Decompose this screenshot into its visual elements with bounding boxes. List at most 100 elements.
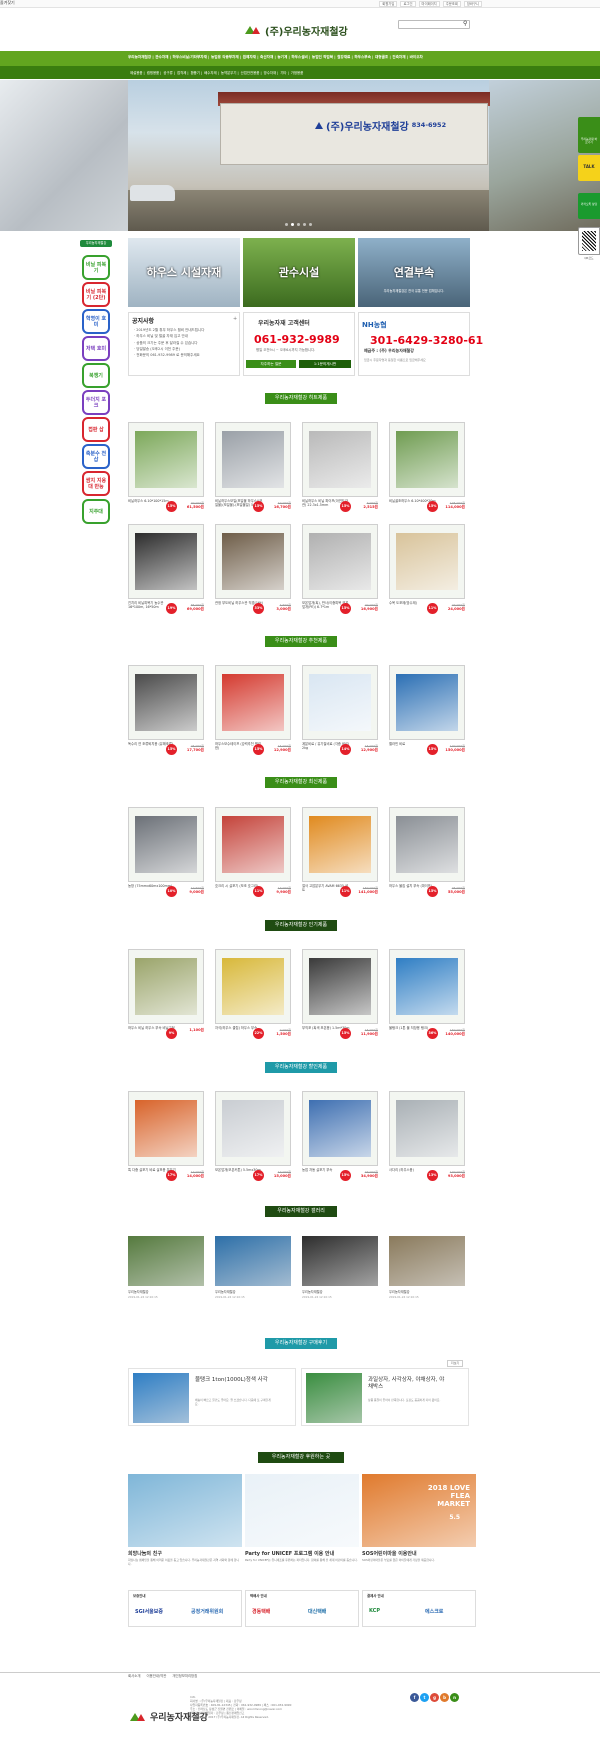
notice-item[interactable]: · 하우스 비닐 및 철골 자재 입고 안내 [134, 334, 188, 339]
social-icon[interactable]: b [440, 1693, 449, 1702]
product-image[interactable] [215, 807, 291, 882]
partner-logo[interactable]: SGI서울보증 [135, 1608, 163, 1615]
sponsor-image[interactable] [245, 1474, 359, 1547]
footer-nav-link[interactable]: 개인정보처리방침 [172, 1674, 198, 1678]
notice-item[interactable]: · 전화문의 061-932-9989 로 문의해주세요 [134, 353, 200, 358]
product-card[interactable]: 독수리 연 조류퇴치용 (유해조류) 15% 25,000원 17,700원 [128, 665, 204, 755]
product-image[interactable] [128, 807, 204, 882]
subnav-item-6[interactable]: 농약분무기 | [220, 71, 239, 75]
side-menu-item[interactable]: 비닐 피복기 [82, 255, 110, 280]
bookmark-link[interactable]: 즐겨찾기 [0, 0, 15, 5]
nav-item-5[interactable]: 축산자재 | [260, 55, 276, 59]
product-name[interactable]: 진치리 비닐피복기 농수관 16*100m, 16*50m [128, 601, 164, 610]
product-name[interactable]: 멜라민 비료 [389, 742, 406, 746]
gallery-image[interactable] [302, 1236, 378, 1286]
nav-item-6[interactable]: 농기계 | [277, 55, 290, 59]
nav-item-9[interactable]: 철강재료 | [337, 55, 353, 59]
gallery-caption[interactable]: 우리농자재철강 [128, 1290, 149, 1294]
subnav-item-2[interactable]: 공구류 | [163, 71, 175, 75]
right-quick-link[interactable] [578, 117, 600, 153]
gallery-caption[interactable]: 우리농자재철강 [215, 1290, 236, 1294]
product-image[interactable] [128, 422, 204, 497]
sponsor-card[interactable]: 희망나눔의 친구 희망나눔 캠페인을 통해 어려운 이웃을 돕고 있습니다. 우리… [128, 1474, 242, 1566]
nav-item-13[interactable]: 바이오차 [409, 55, 423, 59]
product-image[interactable] [302, 422, 378, 497]
product-name[interactable]: 하우스 비닐 하우스 부속 비닐고정 [128, 1026, 175, 1030]
product-card[interactable]: 비닐골조하우스 6.10*400*20m 15% 195,000원 114,000원 [389, 422, 465, 512]
notice-item[interactable]: · 2019년도 2월 휴무 하우스 휠비 안내드립니다 [134, 328, 205, 332]
faq-button[interactable]: 자주하는 질문 [246, 360, 296, 368]
footer-logo[interactable]: 우리농자재철강 [130, 1710, 208, 1723]
slider-dot[interactable] [297, 223, 300, 226]
product-name[interactable]: 비닐하우스 비닐 파이프(아연도강관) 22.3x1.5mm [302, 499, 348, 508]
partner-logo[interactable]: 경동택배 [252, 1608, 271, 1615]
sponsor-image[interactable]: 2018 LOVE FLEA MARKET 5.5 [362, 1474, 476, 1547]
product-image[interactable] [302, 524, 378, 599]
category-house-materials[interactable]: 하우스 시설자재 [128, 238, 240, 307]
subnav-item-3[interactable]: 접착제 | [176, 71, 189, 75]
product-card[interactable]: 비닐하우스보일(보일볼 하우스)(보일볼)(보일볼)-(보일볼일) 5m 15% 1… [215, 422, 291, 512]
product-image[interactable] [215, 665, 291, 740]
footer-nav-link[interactable]: 회사소개 [128, 1674, 141, 1678]
sponsor-caption[interactable]: 희망나눔의 친구 [128, 1551, 162, 1557]
product-name[interactable]: 관정 부도비닐 하우스관 직경(16*) [215, 601, 263, 605]
slider-dot[interactable] [303, 223, 306, 226]
side-menu-item[interactable]: 저택 호미 [82, 336, 110, 361]
side-menu-item[interactable]: 북쟁기 [82, 363, 110, 388]
product-name[interactable]: 절삭 고압분무기 AVAM 6635 세트 [302, 884, 349, 893]
slider-dot[interactable] [309, 223, 312, 226]
product-card[interactable]: 하우스보수테이프 (강력추천 편리한) 15% 15,000원 12,900원 [215, 665, 291, 755]
product-image[interactable] [215, 949, 291, 1024]
nav-item-8[interactable]: 농업인 작업복 | [311, 55, 336, 59]
product-card[interactable]: 보온덮개(보온커튼) 5.5mx30m 17% 17,000원 15,000원 [215, 1091, 291, 1181]
slider-dot[interactable] [291, 223, 294, 226]
partner-logo[interactable]: 에스크로 [425, 1608, 444, 1615]
gallery-item[interactable]: 우리농자재철강 2019-01-24 12:10:15 [389, 1236, 465, 1299]
product-image[interactable] [302, 665, 378, 740]
product-name[interactable]: 보온덮개(보온커튼) 5.5mx30m [215, 1168, 261, 1172]
subnav-item-7[interactable]: 산업안전용품 | [240, 71, 262, 75]
product-image[interactable] [215, 524, 291, 599]
product-image[interactable] [215, 1091, 291, 1166]
product-card[interactable]: 보온덮개(흑), 반사(이중피복 보온덮개(PE)) 6.7*1m 15% 20,0… [302, 524, 378, 614]
nav-item-12[interactable]: 건축자재 | [392, 55, 409, 59]
partner-logo[interactable]: KCP [369, 1608, 380, 1614]
review-title[interactable]: 과일상자, 사각상자, 야채상자, 야채박스 [368, 1377, 445, 1390]
product-card[interactable]: 비닐하우스 비닐 파이프(아연도강관) 22.3x1.5mm 15% 3,000원 2… [302, 422, 378, 512]
product-image[interactable] [389, 665, 465, 740]
qna-button[interactable]: 1:1문의게시판 [299, 360, 351, 368]
nav-item-7[interactable]: 하우스설비 | [291, 55, 311, 59]
side-menu-item[interactable]: 축분수 전삽 [82, 444, 110, 469]
product-card[interactable]: 관정 부도비닐 하우스관 직경(16*) 33% 4,500원 3,000원 [215, 524, 291, 614]
side-menu-item[interactable]: 혁명이 호미 [82, 309, 110, 334]
notice-item[interactable]: · 상품의 크기는 주문 후 달라질 수 있습니다 [134, 340, 198, 345]
product-name[interactable]: 하우스 물집 설치 부속 (파이프) [389, 884, 433, 888]
product-name[interactable]: 비닐하우스보일(보일볼 하우스)(보일볼)(보일볼)-(보일볼일) 5m [215, 499, 263, 508]
subnav-item-5[interactable]: 배수자재 | [204, 71, 219, 75]
product-image[interactable] [302, 1091, 378, 1166]
partner-logo[interactable]: 공정거래위원회 [191, 1608, 224, 1615]
talk-button[interactable] [578, 155, 600, 181]
gallery-image[interactable] [389, 1236, 465, 1286]
product-card[interactable]: 하우스 물집 설치 부속 (파이프) 15% 75,000원 55,000원 [389, 807, 465, 897]
sponsor-card[interactable]: 2018 LOVE FLEA MARKET 5.5 SOS어린이마을 이용안내 SOS… [362, 1474, 476, 1562]
product-image[interactable] [389, 422, 465, 497]
product-image[interactable] [302, 949, 378, 1024]
order-lookup-link[interactable]: 주문조회 [442, 1, 461, 7]
review-card[interactable]: 물탱크 1ton(1000L)정색 사각 배송이 빠르고 물건도 좋아요. 잘 쓰… [128, 1368, 296, 1426]
subnav-item-0[interactable]: 제설용품 | [130, 71, 145, 75]
slider-dot[interactable] [285, 223, 288, 226]
search-icon[interactable]: ⚲ [463, 20, 468, 27]
product-name[interactable]: 사다리 (하우스용) [389, 1168, 414, 1172]
sponsor-caption[interactable]: SOS어린이마을 이용안내 [362, 1551, 417, 1557]
product-name[interactable]: 물탱크 (1톤 물 저장용 탱크) [389, 1026, 429, 1030]
product-image[interactable] [128, 949, 204, 1024]
review-more-button[interactable]: 더보기 [447, 1360, 464, 1367]
product-name[interactable]: 비닐골조하우스 6.10*400*20m [389, 499, 436, 503]
subnav-item-1[interactable]: 캠핑용품 | [146, 71, 162, 75]
gallery-image[interactable] [215, 1236, 291, 1286]
social-icon[interactable]: n [450, 1693, 459, 1702]
category-irrigation[interactable]: 관수시설 [243, 238, 355, 307]
product-card[interactable]: 자석(하우스 클립) 하우스 부속 22% 2,000원 1,500원 [215, 949, 291, 1039]
nav-item-2[interactable]: 하우스비닐/기타부자재 | [172, 55, 210, 59]
